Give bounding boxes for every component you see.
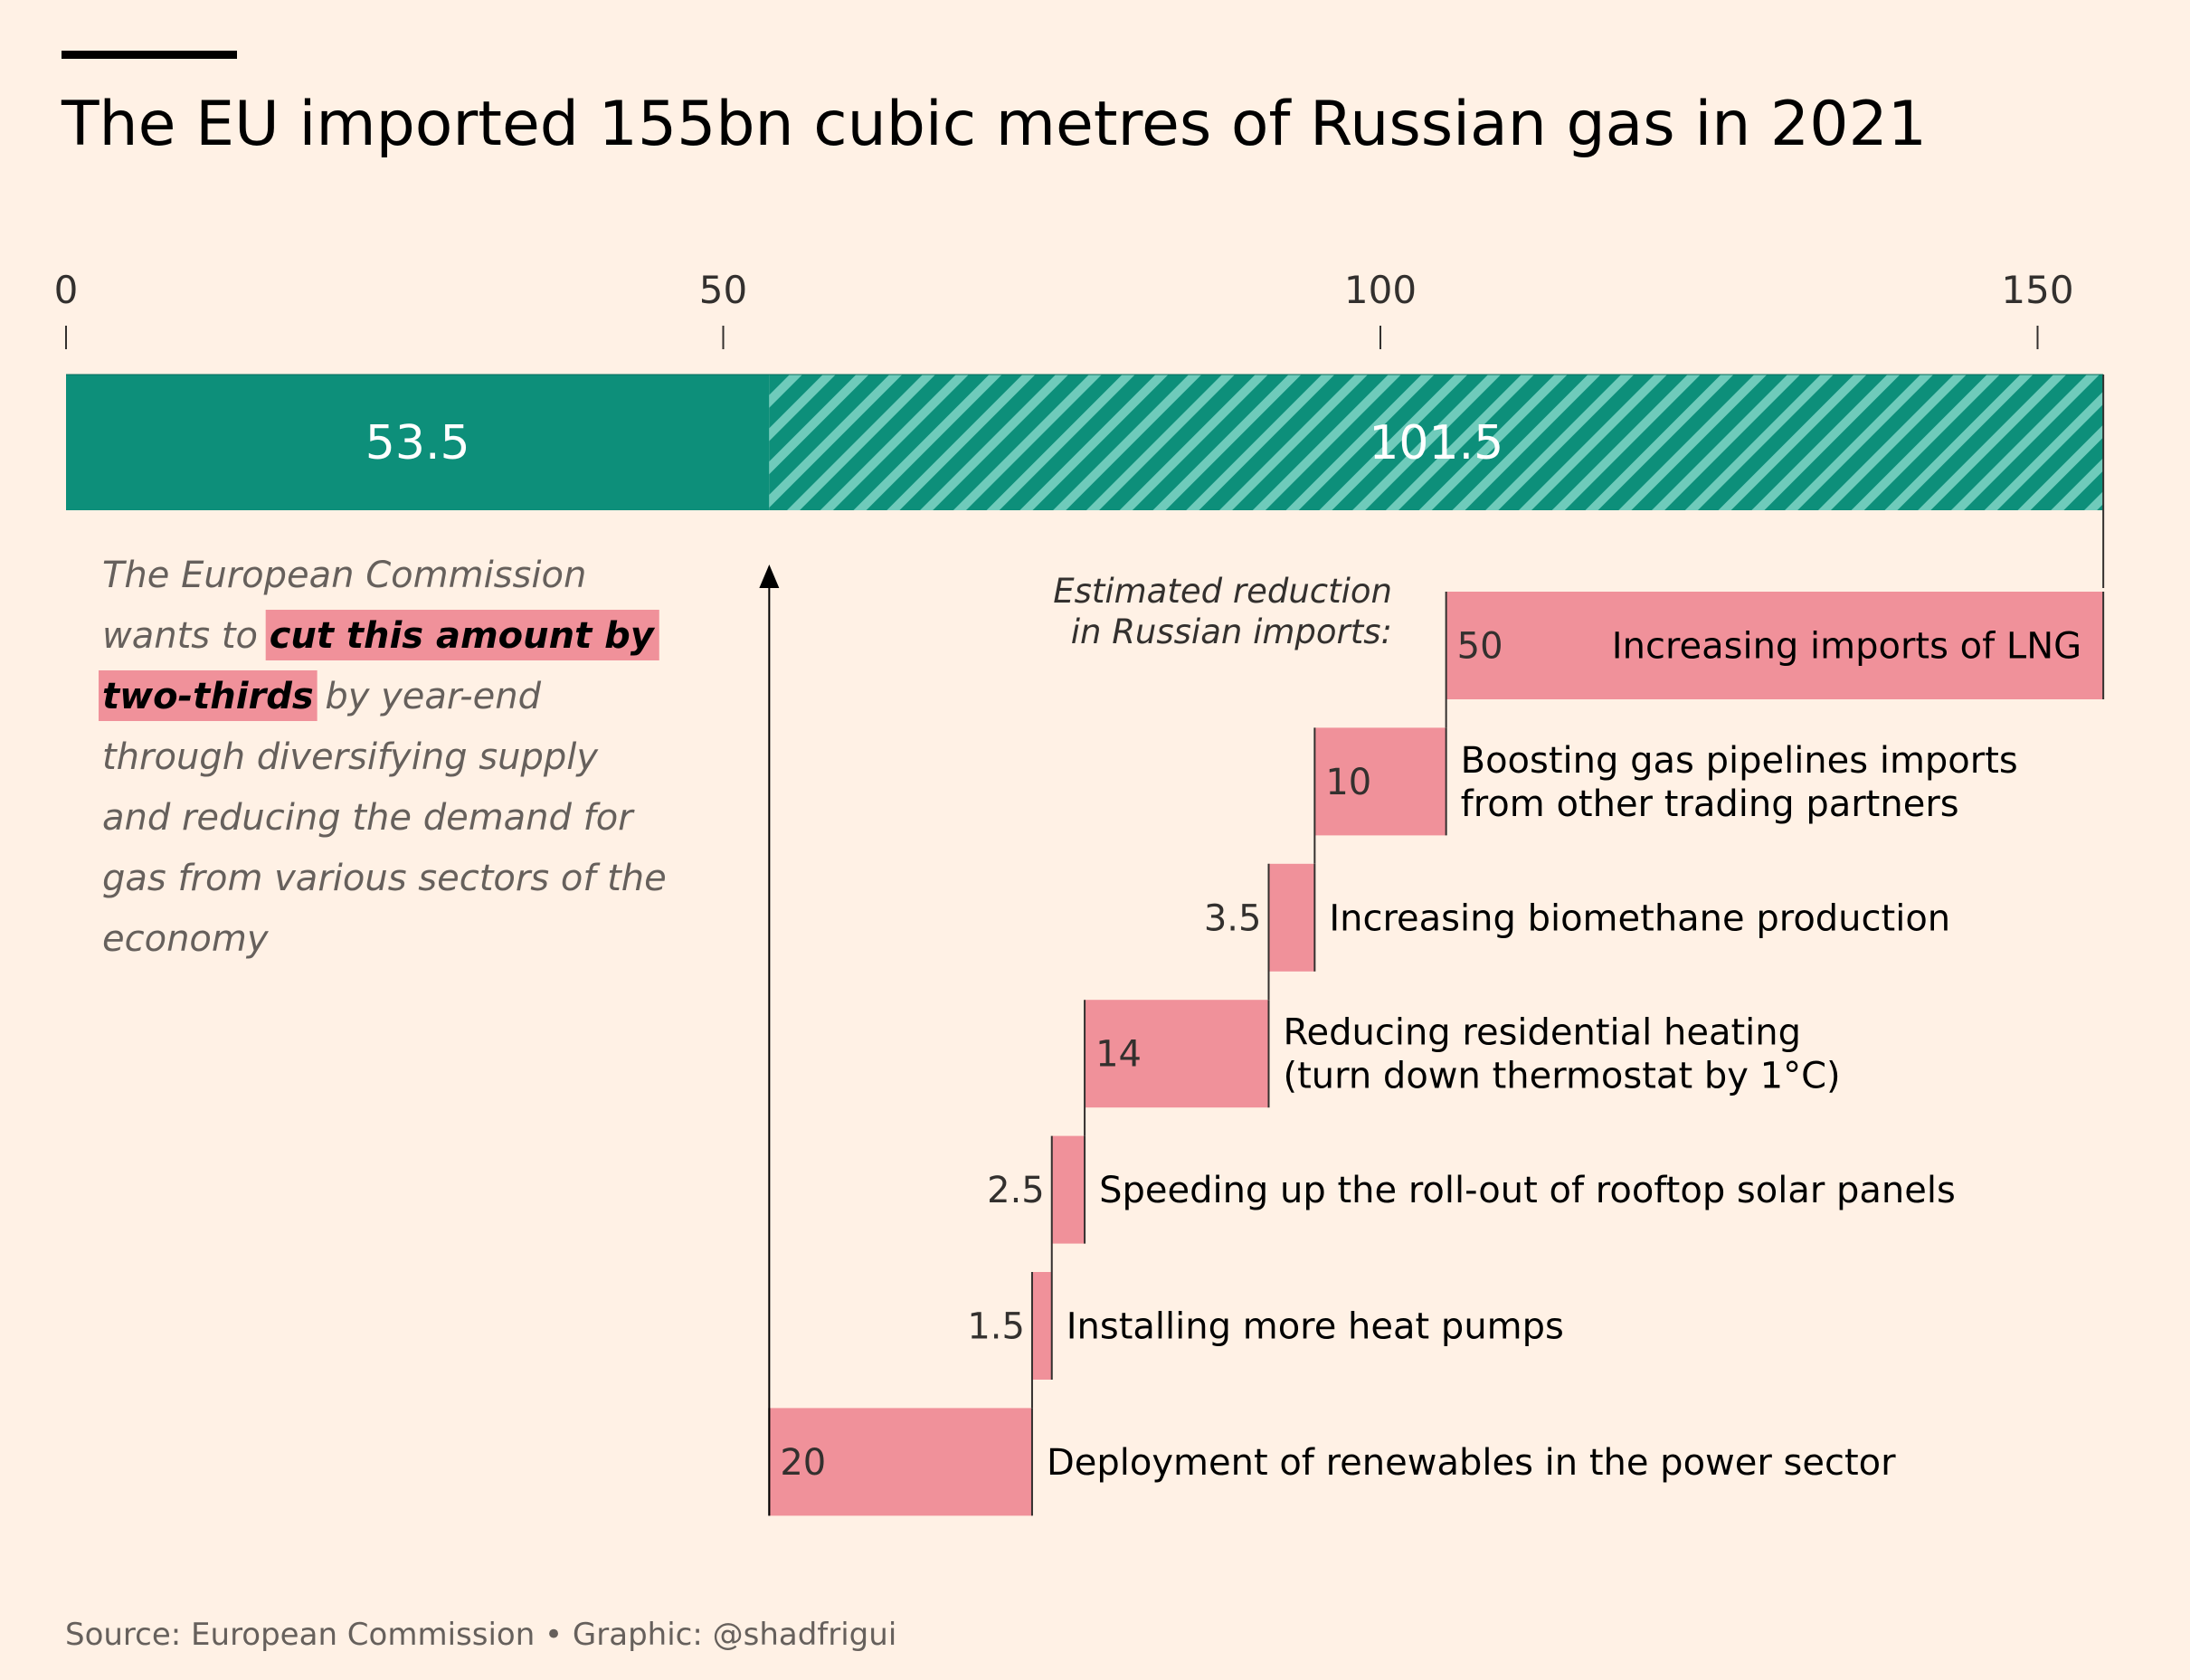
annotation-text: gas from various sectors of the (102, 858, 667, 899)
reduction-heading: Estimated reduction in Russian imports: (1053, 572, 1392, 651)
reduction-label: Deployment of renewables in the power se… (1047, 1442, 1896, 1484)
annotation-line: two-thirds by year-end (102, 676, 542, 717)
reduction-label-line: Speeding up the roll-out of rooftop sola… (1099, 1170, 1956, 1211)
reduction-bar (1268, 863, 1315, 972)
annotation-line: The European Commission (102, 555, 586, 596)
source-note: Source: European Commission • Graphic: @… (65, 1617, 896, 1653)
annotation-text: and reducing the demand for (102, 797, 635, 839)
reduction-label: Increasing imports of LNG (1612, 626, 2081, 668)
x-tick-label: 150 (2001, 268, 2073, 312)
total-bar: 53.5 101.5 (66, 374, 2105, 588)
reduction-bar (1031, 1272, 1052, 1380)
reduction-heading-line: in Russian imports: (1071, 612, 1392, 651)
annotation-highlight-text: cut this amount by (270, 615, 656, 657)
annotation: The European Commission wants to cut this… (99, 555, 667, 960)
target-arrow-head (759, 565, 780, 588)
reduction-bar (1085, 1000, 1269, 1108)
reduction-value-label: 1.5 (967, 1306, 1025, 1348)
chart-title: The EU imported 155bn cubic metres of Ru… (61, 89, 1927, 160)
reduction-label-line: Boosting gas pipelines imports (1461, 740, 2018, 782)
reduction-heading-line: Estimated reduction (1053, 572, 1392, 611)
bar-value-label: 101.5 (1369, 416, 1503, 470)
reduction-value-label: 2.5 (987, 1170, 1045, 1211)
annotation-highlight-text: two-thirds (102, 676, 314, 717)
annotation-highlight (99, 670, 318, 721)
bar-value-label: 53.5 (365, 416, 470, 470)
reduction-value-label: 20 (780, 1442, 826, 1484)
reduction-value-label: 10 (1325, 762, 1371, 803)
reduction-label-line: from other trading partners (1461, 783, 1959, 825)
reduction-value-label: 14 (1095, 1034, 1142, 1076)
reduction-label: Speeding up the roll-out of rooftop sola… (1099, 1170, 1956, 1211)
title-rule (62, 51, 237, 59)
reduction-label-line: Increasing biomethane production (1329, 897, 1950, 939)
annotation-highlight-layer (99, 670, 318, 721)
annotation-line: through diversifying supply (102, 736, 599, 778)
reduction-label: Installing more heat pumps (1067, 1306, 1564, 1348)
reduction-label: Boosting gas pipelines imports from other… (1461, 740, 2018, 825)
annotation-highlight (265, 610, 659, 660)
reduction-label-line: Deployment of renewables in the power se… (1047, 1442, 1896, 1484)
reduction-bar (1446, 592, 2104, 699)
annotation-line: wants to cut this amount by (102, 615, 656, 657)
x-tick-label: 50 (699, 268, 747, 312)
annotation-line: economy (102, 918, 270, 960)
reduction-bar (1051, 1135, 1086, 1244)
annotation-text: wants to (102, 615, 270, 657)
reduction-label-line: Installing more heat pumps (1067, 1306, 1564, 1348)
reduction-label: Increasing biomethane production (1329, 897, 1950, 939)
bar-segment-reduction (769, 375, 2104, 510)
x-tick-label: 0 (54, 268, 79, 312)
reduction-value-label: 3.5 (1204, 897, 1262, 939)
bar-segment-remaining (66, 375, 770, 510)
annotation-line: and reducing the demand for (102, 797, 635, 839)
annotation-text: The European Commission (102, 555, 586, 596)
annotation-line: gas from various sectors of the (102, 858, 667, 899)
annotation-text: through diversifying supply (102, 736, 599, 778)
annotation-highlight-layer (265, 610, 659, 660)
reduction-label-line: (turn down thermostat by 1°C) (1283, 1056, 1840, 1097)
reduction-value-label: 50 (1457, 626, 1503, 668)
reduction-bar (769, 1408, 1032, 1516)
annotation-text: economy (102, 918, 270, 960)
x-tick-label: 100 (1344, 268, 1417, 312)
reduction-bar (1314, 727, 1446, 836)
reduction-label: Reducing residential heating (turn down t… (1283, 1012, 1840, 1097)
annotation-text: by year-end (314, 676, 542, 717)
reduction-label-line: Reducing residential heating (1283, 1012, 1801, 1054)
x-axis: 0 50 100 150 (54, 268, 2074, 349)
reduction-steps: Estimated reduction in Russian imports: 50… (759, 565, 2105, 1516)
